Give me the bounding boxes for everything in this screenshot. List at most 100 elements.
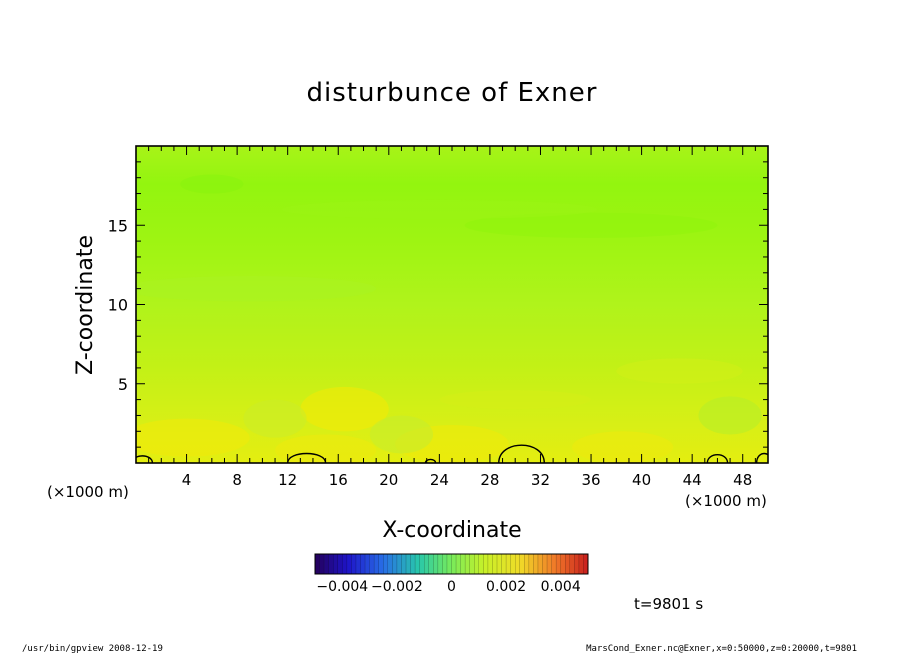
colorbar-tick-label: 0.004 [541,579,581,595]
colorbar-cell [469,554,475,574]
field-variation [136,275,377,302]
y-tick-label: 10 [108,296,128,315]
colorbar-cell [433,554,439,574]
x-tick-label: 44 [683,471,702,489]
colorbar-cell [442,554,448,574]
colorbar-cell [424,554,430,574]
colorbar-cell [583,554,589,574]
colorbar-cell [474,554,480,574]
colorbar-cell [578,554,584,574]
y-axis-label: Z-coordinate [73,235,98,375]
contour-line [286,452,327,463]
x-unit-right: (×1000 m) [685,492,767,510]
colorbar-cell [401,554,407,574]
field-variation [369,415,434,454]
contour-lines [136,444,768,463]
colorbar-cell [506,554,511,574]
x-tick-label: 24 [430,471,449,489]
colorbar-cell [392,554,398,574]
colorbar [314,553,589,575]
colorbar-cell [492,554,498,574]
field-variation [180,174,244,194]
field-variation [281,199,598,219]
colorbar-cell [451,554,457,574]
colorbar-cell [378,554,384,574]
colorbar-cell [387,554,393,574]
colorbar-cell [551,554,557,574]
contour-line [136,455,154,463]
colorbar-cell [369,554,375,574]
field-variation [300,386,389,432]
colorbar-cell [456,554,461,574]
colorbar-tick-label: 0 [447,579,456,595]
colorbar-cell [465,554,470,574]
colorbar-cell [365,554,370,574]
colorbar-cell [528,554,534,574]
colorbar-tick-label: 0.002 [486,579,526,595]
colorbar-cell [497,554,502,574]
field-variation [439,390,592,410]
contour-line [498,444,545,463]
heatmap-field [136,146,768,463]
colorbar-cell [355,554,361,574]
colorbar-cell [324,554,329,574]
field-variation [243,399,307,438]
colorbar-cell [510,554,516,574]
contour-line [706,453,729,463]
colorbar-cell [537,554,543,574]
y-tick-label: 5 [118,375,128,394]
colorbar-cell [328,554,334,574]
colorbar-cell [346,554,352,574]
colorbar-cell [542,554,548,574]
x-tick-label: 32 [531,471,550,489]
colorbar-cell [419,554,425,574]
y-tick-label: 15 [108,216,128,235]
x-axis-label: X-coordinate [382,518,521,543]
field-variation [572,431,674,463]
y-axis: 5 10 15 [108,161,768,448]
x-tick-label: 4 [182,471,192,489]
colorbar-cell [383,554,389,574]
colorbar-cell [519,554,525,574]
x-tick-label: 8 [232,471,242,489]
colorbar-cell [410,554,416,574]
colorbar-tick-labels: −0.004 −0.002 0 0.002 0.004 [316,579,580,595]
colorbar-frame [314,553,589,575]
colorbar-cell [342,554,348,574]
x-tick-label: 16 [329,471,348,489]
x-unit-left: (×1000 m) [47,483,129,501]
colorbar-cell [333,554,339,574]
colorbar-tick-label: −0.002 [371,579,423,595]
footer-left: /usr/bin/gpview 2008-12-19 [22,644,163,654]
field-variation [616,358,743,384]
colorbar-cell [501,554,507,574]
colorbar-cell [565,554,571,574]
x-tick-label: 36 [581,471,600,489]
colorbar-cell [437,554,443,574]
x-axis: 4 8 12 16 20 24 28 32 36 40 44 48 [148,146,756,489]
footer-right: MarsCond_Exner.nc@Exner,x=0:50000,z=0:20… [586,644,857,654]
colorbar-cell [351,554,357,574]
colorbar-cell [556,554,561,574]
x-tick-label: 12 [278,471,297,489]
colorbar-cell [396,554,402,574]
colorbar-cell [533,554,539,574]
field-variation [275,434,377,463]
colorbar-cell [374,554,379,574]
colorbar-cell [524,554,530,574]
colorbar-cell [360,554,366,574]
colorbar-cell [515,554,521,574]
colorbar-cell [560,554,566,574]
x-tick-label: 48 [733,471,752,489]
colorbar-cell [460,554,466,574]
colorbar-cell [446,554,452,574]
chart-title: disturbunce of Exner [307,78,598,108]
colorbar-cell [574,554,580,574]
heatmap-variations [136,174,762,463]
colorbar-cell [487,554,493,574]
x-tick-label: 40 [632,471,651,489]
contour-line [755,452,768,463]
colorbar-cell [415,554,420,574]
field-variation [698,396,762,435]
